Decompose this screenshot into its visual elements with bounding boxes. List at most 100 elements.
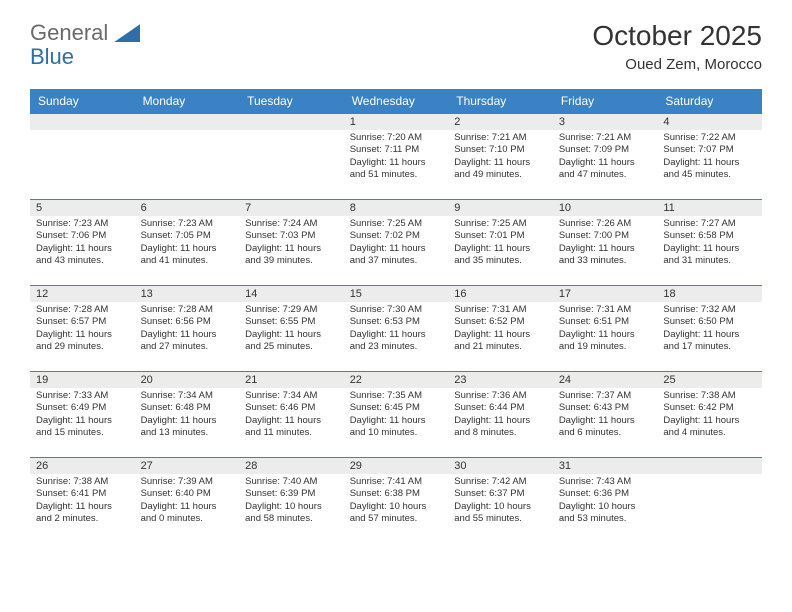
sunset-line: Sunset: 7:03 PM [245,230,338,242]
sunset-line: Sunset: 6:46 PM [245,402,338,414]
day-number: 24 [553,372,658,388]
sunrise-line: Sunrise: 7:35 AM [350,390,443,402]
daylight-line: Daylight: 11 hours and 25 minutes. [245,329,338,354]
sunset-line: Sunset: 7:07 PM [663,144,756,156]
day-content: Sunrise: 7:42 AMSunset: 6:37 PMDaylight:… [448,474,553,529]
month-title: October 2025 [592,20,762,52]
sunrise-line: Sunrise: 7:21 AM [454,132,547,144]
daylight-line: Daylight: 11 hours and 51 minutes. [350,157,443,182]
sunrise-line: Sunrise: 7:37 AM [559,390,652,402]
day-number: 23 [448,372,553,388]
daylight-line: Daylight: 11 hours and 19 minutes. [559,329,652,354]
daylight-line: Daylight: 11 hours and 11 minutes. [245,415,338,440]
day-number: 14 [239,286,344,302]
calendar-cell: 30Sunrise: 7:42 AMSunset: 6:37 PMDayligh… [448,458,553,544]
sunrise-line: Sunrise: 7:21 AM [559,132,652,144]
day-number: 10 [553,200,658,216]
calendar-cell: 4Sunrise: 7:22 AMSunset: 7:07 PMDaylight… [657,114,762,200]
logo-triangle-icon [114,24,140,42]
calendar-cell: 25Sunrise: 7:38 AMSunset: 6:42 PMDayligh… [657,372,762,458]
sunrise-line: Sunrise: 7:39 AM [141,476,234,488]
daylight-line: Daylight: 11 hours and 0 minutes. [141,501,234,526]
sunset-line: Sunset: 7:02 PM [350,230,443,242]
day-number: 16 [448,286,553,302]
calendar-cell: 19Sunrise: 7:33 AMSunset: 6:49 PMDayligh… [30,372,135,458]
daylight-line: Daylight: 11 hours and 49 minutes. [454,157,547,182]
daylight-line: Daylight: 11 hours and 41 minutes. [141,243,234,268]
day-content: Sunrise: 7:28 AMSunset: 6:56 PMDaylight:… [135,302,240,357]
day-number: 3 [553,114,658,130]
sunrise-line: Sunrise: 7:40 AM [245,476,338,488]
calendar-cell: 10Sunrise: 7:26 AMSunset: 7:00 PMDayligh… [553,200,658,286]
calendar-cell: 6Sunrise: 7:23 AMSunset: 7:05 PMDaylight… [135,200,240,286]
daylight-line: Daylight: 11 hours and 4 minutes. [663,415,756,440]
calendar-cell: 31Sunrise: 7:43 AMSunset: 6:36 PMDayligh… [553,458,658,544]
calendar-cell: 14Sunrise: 7:29 AMSunset: 6:55 PMDayligh… [239,286,344,372]
day-number: 25 [657,372,762,388]
sunset-line: Sunset: 7:10 PM [454,144,547,156]
calendar-cell: 1Sunrise: 7:20 AMSunset: 7:11 PMDaylight… [344,114,449,200]
day-content: Sunrise: 7:26 AMSunset: 7:00 PMDaylight:… [553,216,658,271]
daylight-line: Daylight: 10 hours and 55 minutes. [454,501,547,526]
day-content: Sunrise: 7:21 AMSunset: 7:09 PMDaylight:… [553,130,658,185]
logo: General [30,20,140,46]
day-number: 20 [135,372,240,388]
day-content: Sunrise: 7:25 AMSunset: 7:01 PMDaylight:… [448,216,553,271]
calendar-cell: 21Sunrise: 7:34 AMSunset: 6:46 PMDayligh… [239,372,344,458]
calendar-cell: 26Sunrise: 7:38 AMSunset: 6:41 PMDayligh… [30,458,135,544]
day-content: Sunrise: 7:22 AMSunset: 7:07 PMDaylight:… [657,130,762,185]
sunrise-line: Sunrise: 7:26 AM [559,218,652,230]
day-number: 17 [553,286,658,302]
daylight-line: Daylight: 11 hours and 8 minutes. [454,415,547,440]
daylight-line: Daylight: 11 hours and 45 minutes. [663,157,756,182]
sunset-line: Sunset: 6:48 PM [141,402,234,414]
day-content: Sunrise: 7:30 AMSunset: 6:53 PMDaylight:… [344,302,449,357]
day-number: 7 [239,200,344,216]
location: Oued Zem, Morocco [592,56,762,73]
sunrise-line: Sunrise: 7:30 AM [350,304,443,316]
calendar-cell: 9Sunrise: 7:25 AMSunset: 7:01 PMDaylight… [448,200,553,286]
calendar-cell: 15Sunrise: 7:30 AMSunset: 6:53 PMDayligh… [344,286,449,372]
calendar-cell: 24Sunrise: 7:37 AMSunset: 6:43 PMDayligh… [553,372,658,458]
day-number: 28 [239,458,344,474]
daylight-line: Daylight: 11 hours and 33 minutes. [559,243,652,268]
sunset-line: Sunset: 6:42 PM [663,402,756,414]
day-content: Sunrise: 7:37 AMSunset: 6:43 PMDaylight:… [553,388,658,443]
daylight-line: Daylight: 11 hours and 2 minutes. [36,501,129,526]
logo-word-2: Blue [30,44,74,70]
day-number: 22 [344,372,449,388]
daylight-line: Daylight: 11 hours and 27 minutes. [141,329,234,354]
sunrise-line: Sunrise: 7:34 AM [141,390,234,402]
daylight-line: Daylight: 11 hours and 6 minutes. [559,415,652,440]
day-number: 29 [344,458,449,474]
calendar-cell: 13Sunrise: 7:28 AMSunset: 6:56 PMDayligh… [135,286,240,372]
calendar-cell: 16Sunrise: 7:31 AMSunset: 6:52 PMDayligh… [448,286,553,372]
calendar-cell: 28Sunrise: 7:40 AMSunset: 6:39 PMDayligh… [239,458,344,544]
sunset-line: Sunset: 6:39 PM [245,488,338,500]
sunrise-line: Sunrise: 7:36 AM [454,390,547,402]
day-content: Sunrise: 7:41 AMSunset: 6:38 PMDaylight:… [344,474,449,529]
day-content: Sunrise: 7:31 AMSunset: 6:52 PMDaylight:… [448,302,553,357]
day-number: 1 [344,114,449,130]
calendar-week-row: 12Sunrise: 7:28 AMSunset: 6:57 PMDayligh… [30,286,762,372]
day-content: Sunrise: 7:31 AMSunset: 6:51 PMDaylight:… [553,302,658,357]
day-content: Sunrise: 7:34 AMSunset: 6:46 PMDaylight:… [239,388,344,443]
weekday-header: Tuesday [239,89,344,114]
sunset-line: Sunset: 6:57 PM [36,316,129,328]
logo-word-1: General [30,20,108,46]
calendar-cell: 27Sunrise: 7:39 AMSunset: 6:40 PMDayligh… [135,458,240,544]
sunrise-line: Sunrise: 7:41 AM [350,476,443,488]
daylight-line: Daylight: 11 hours and 23 minutes. [350,329,443,354]
day-content: Sunrise: 7:33 AMSunset: 6:49 PMDaylight:… [30,388,135,443]
day-content: Sunrise: 7:20 AMSunset: 7:11 PMDaylight:… [344,130,449,185]
calendar-week-row: 5Sunrise: 7:23 AMSunset: 7:06 PMDaylight… [30,200,762,286]
title-block: October 2025 Oued Zem, Morocco [592,20,762,73]
sunrise-line: Sunrise: 7:42 AM [454,476,547,488]
calendar-cell: 7Sunrise: 7:24 AMSunset: 7:03 PMDaylight… [239,200,344,286]
day-content: Sunrise: 7:39 AMSunset: 6:40 PMDaylight:… [135,474,240,529]
day-number: 5 [30,200,135,216]
sunset-line: Sunset: 6:53 PM [350,316,443,328]
sunrise-line: Sunrise: 7:32 AM [663,304,756,316]
calendar-cell: 8Sunrise: 7:25 AMSunset: 7:02 PMDaylight… [344,200,449,286]
daylight-line: Daylight: 11 hours and 37 minutes. [350,243,443,268]
